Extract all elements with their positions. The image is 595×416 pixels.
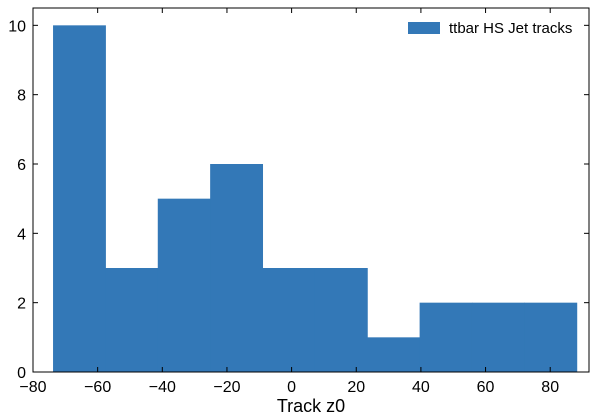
histogram-bar (210, 164, 264, 372)
histogram-bar (524, 302, 578, 372)
bars-group (53, 25, 578, 372)
histogram-bar (53, 25, 106, 372)
y-tick-label: 4 (17, 226, 26, 243)
x-tick-label: 80 (541, 379, 559, 396)
y-tick-label: 0 (17, 365, 26, 382)
x-tick-label: 20 (347, 379, 365, 396)
histogram-bar (105, 268, 159, 372)
x-tick-label: −80 (19, 379, 46, 396)
y-tick-label: 2 (17, 296, 26, 313)
histogram-bar (314, 268, 368, 372)
legend-swatch (408, 22, 440, 34)
histogram-bar (471, 302, 525, 372)
legend-label: ttbar HS Jet tracks (449, 20, 572, 37)
histogram-bar (419, 302, 473, 372)
x-tick-label: −40 (149, 379, 176, 396)
y-tick-label: 10 (8, 18, 26, 35)
histogram-bar (367, 337, 421, 372)
x-tick-label: 0 (287, 379, 296, 396)
x-axis-label: Track z0 (277, 396, 345, 416)
plot-frame (32, 7, 590, 373)
ticks-group: −80 −60 −40 −20 0 20 40 60 80 0 2 4 6 8 10 (8, 8, 589, 396)
y-tick-label: 6 (17, 157, 26, 174)
x-tick-label: −20 (213, 379, 240, 396)
x-tick-label: 60 (477, 379, 495, 396)
legend: ttbar HS Jet tracks (408, 20, 572, 37)
histogram-bar (157, 198, 211, 372)
y-tick-label: 8 (17, 88, 26, 105)
x-tick-label: 40 (412, 379, 430, 396)
histogram-bar (262, 268, 316, 372)
x-tick-label: −60 (84, 379, 111, 396)
